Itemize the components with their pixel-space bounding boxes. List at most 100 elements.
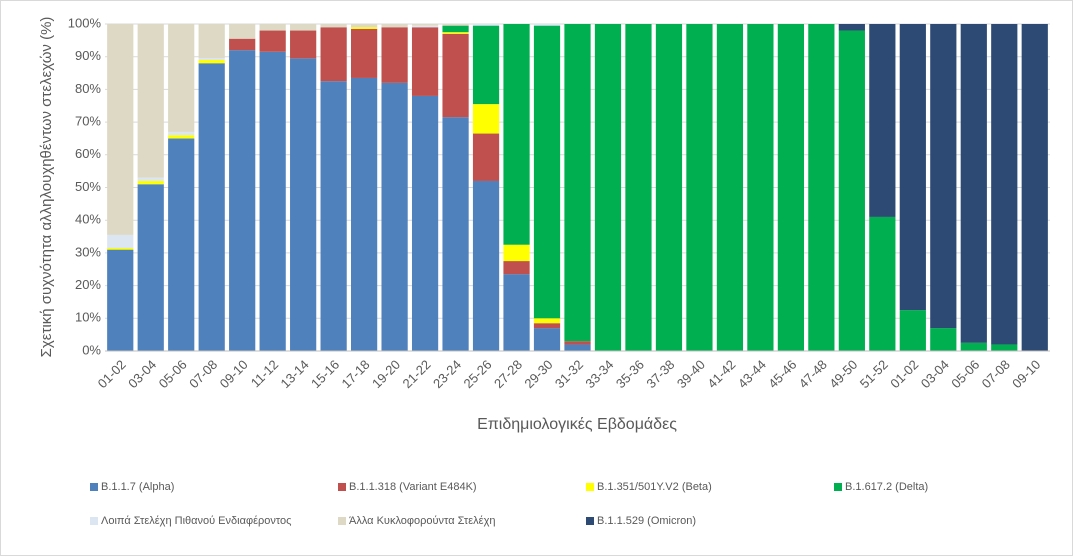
bar-segment <box>107 247 134 250</box>
legend-label: Λοιπά Στελέχη Πιθανού Ενδιαφέροντος <box>101 515 291 527</box>
y-tick-label: 70% <box>75 114 101 129</box>
legend-swatch <box>90 483 98 491</box>
bar-segment <box>351 28 378 78</box>
bar-segment <box>442 25 469 33</box>
bar-segment <box>320 24 347 28</box>
bar-segment <box>411 95 439 351</box>
bar-segment <box>198 59 225 64</box>
bar-segment <box>533 24 561 26</box>
y-tick-label: 0% <box>82 342 101 357</box>
bar-segment <box>107 249 134 351</box>
legend-swatch <box>586 483 594 491</box>
bar-segment <box>533 25 561 319</box>
y-tick-label: 20% <box>75 277 101 292</box>
bar-segment <box>533 318 561 324</box>
bar-segment <box>442 33 469 118</box>
bar-segment <box>899 24 926 311</box>
bar-segment <box>808 24 835 351</box>
bar-segment <box>503 261 530 275</box>
y-tick-label: 50% <box>75 179 101 194</box>
legend-label: B.1.1.318 (Variant E484K) <box>349 481 477 493</box>
bar-segment <box>381 82 408 352</box>
bar-segment <box>869 24 896 217</box>
bar-segment <box>747 24 774 351</box>
bar-segment <box>198 24 225 59</box>
bar-segment <box>351 24 378 28</box>
bar-segment <box>411 24 439 26</box>
y-tick-label: 80% <box>75 81 101 96</box>
bar-segment <box>411 27 439 96</box>
bar-segment <box>472 104 500 134</box>
bar-segment <box>259 30 286 52</box>
bar-segment <box>351 77 378 351</box>
bar-segment <box>960 342 987 351</box>
legend-label: B.1.1.529 (Omicron) <box>597 515 696 527</box>
bar-segment <box>381 24 408 28</box>
legend-swatch <box>90 517 98 525</box>
bar-segment <box>716 24 744 351</box>
bar-segment <box>838 30 865 351</box>
bar-segment <box>930 328 957 351</box>
bar-segment <box>411 25 439 28</box>
bar-segment <box>259 24 286 31</box>
bar-segment <box>503 24 530 245</box>
y-tick-label: 90% <box>75 48 101 63</box>
legend-swatch <box>834 483 842 491</box>
bar-segment <box>137 177 164 181</box>
bar-segment <box>168 24 195 132</box>
y-tick-label: 60% <box>75 146 101 161</box>
bar-segment <box>472 133 500 181</box>
bar-segment <box>472 24 500 26</box>
bar-segment <box>168 135 195 139</box>
legend-swatch <box>338 483 346 491</box>
bar-segment <box>472 180 500 351</box>
legend-label: Άλλα Κυκλοφορούντα Στελέχη <box>349 515 495 527</box>
bar-segment <box>655 24 683 351</box>
bar-segment <box>137 24 164 178</box>
bar-segment <box>442 117 469 351</box>
bar-segment <box>533 323 561 329</box>
legend-label: B.1.351/501Y.V2 (Beta) <box>597 481 712 493</box>
bar-segment <box>869 216 896 351</box>
legend-label: B.1.617.2 (Delta) <box>845 481 928 493</box>
bar-segment <box>991 344 1018 351</box>
legend-swatch <box>586 517 594 525</box>
bar-segment <box>594 24 622 351</box>
bar-segment <box>168 131 195 136</box>
bar-segment <box>229 24 256 39</box>
bar-segment <box>991 24 1018 345</box>
bar-segment <box>381 27 408 83</box>
bar-segment <box>533 328 561 351</box>
bar-segment <box>107 24 134 235</box>
bar-segment <box>899 310 926 351</box>
y-tick-label: 10% <box>75 310 101 325</box>
bar-segment <box>290 58 317 352</box>
y-tick-label: 30% <box>75 244 101 259</box>
bar-segment <box>564 341 591 345</box>
bar-segment <box>351 27 378 29</box>
bar-segment <box>229 38 256 51</box>
x-axis-title: Επιδημιολογικές Εβδομάδες <box>477 416 677 433</box>
bar-segment <box>137 184 164 351</box>
bar-segment <box>564 24 591 342</box>
bar-segment <box>564 344 591 351</box>
bar-segment <box>960 24 987 343</box>
bar-segment <box>503 244 530 262</box>
legend-label: B.1.1.7 (Alpha) <box>101 481 174 493</box>
bar-segment <box>503 274 530 351</box>
bar-segment <box>259 51 286 352</box>
bar-segment <box>290 30 317 59</box>
bar-segment <box>838 24 865 31</box>
bar-segment <box>442 32 469 34</box>
bar-segment <box>442 24 469 26</box>
bar-segment <box>625 24 652 351</box>
bar-segment <box>320 27 347 82</box>
y-tick-label: 40% <box>75 212 101 227</box>
bar-segment <box>290 24 317 31</box>
bar-segment <box>198 58 225 60</box>
bar-segment <box>472 25 500 105</box>
bar-segment <box>229 50 256 351</box>
legend-swatch <box>338 517 346 525</box>
bar-segment <box>930 24 957 329</box>
